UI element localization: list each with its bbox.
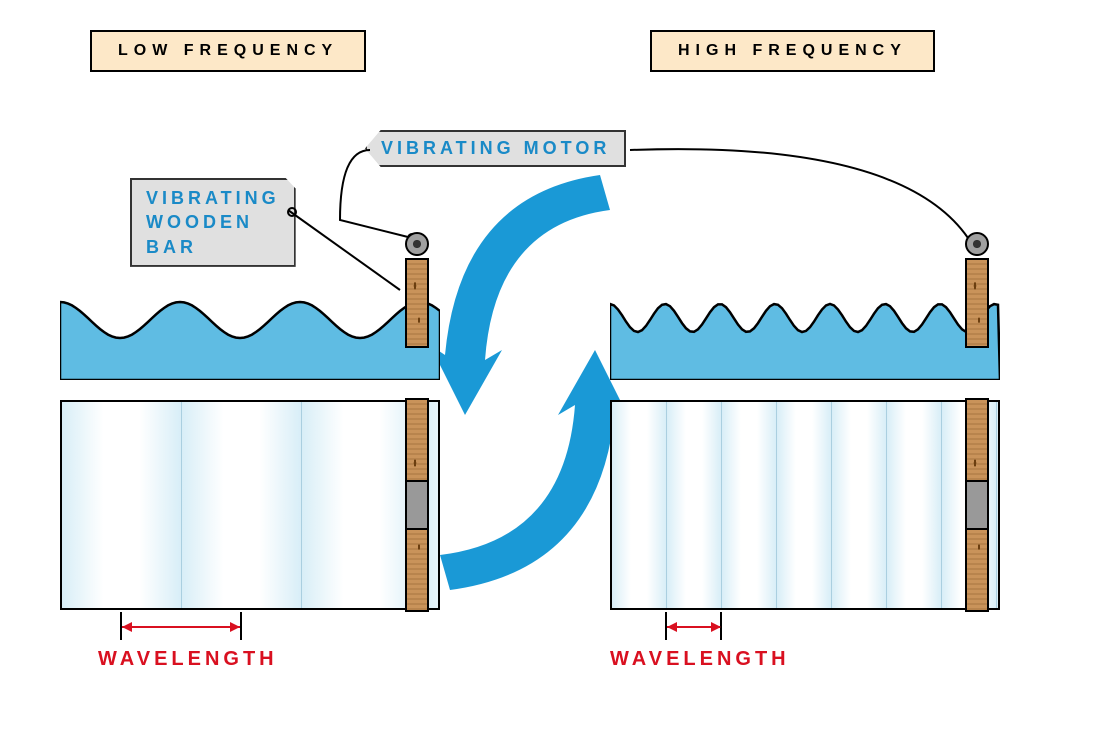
dim-line (122, 626, 240, 628)
tag-line1: VIBRATING (146, 188, 280, 208)
tag-line2: WOODEN (146, 212, 253, 232)
arrow-right-icon (230, 622, 240, 632)
high-freq-title: HIGH FREQUENCY (650, 30, 935, 72)
low-freq-wave-side (60, 290, 440, 380)
wooden-bar-right-top (965, 398, 989, 612)
arrow-left-to-right-icon (430, 340, 640, 620)
low-freq-topview (60, 400, 440, 610)
wooden-bar-left-top (405, 398, 429, 612)
wooden-bar-left (405, 258, 429, 348)
title-text: LOW FREQUENCY (118, 42, 338, 59)
motor-icon-left (405, 232, 429, 256)
wooden-bar-right (965, 258, 989, 348)
high-freq-topview (610, 400, 1000, 610)
wavelength-label-right: WAVELENGTH (610, 648, 790, 671)
title-text: HIGH FREQUENCY (678, 42, 907, 59)
low-freq-title: LOW FREQUENCY (90, 30, 366, 72)
wavelength-label-left: WAVELENGTH (98, 648, 278, 671)
arrow-right-icon (711, 622, 721, 632)
dim-tick (240, 612, 242, 640)
arrow-left-icon (122, 622, 132, 632)
arrow-left-icon (667, 622, 677, 632)
high-freq-wave-side (610, 290, 1000, 380)
vibrating-bar-tag: VIBRATING WOODEN BAR (130, 178, 296, 267)
tag-line3: BAR (146, 237, 197, 257)
motor-icon-right (965, 232, 989, 256)
